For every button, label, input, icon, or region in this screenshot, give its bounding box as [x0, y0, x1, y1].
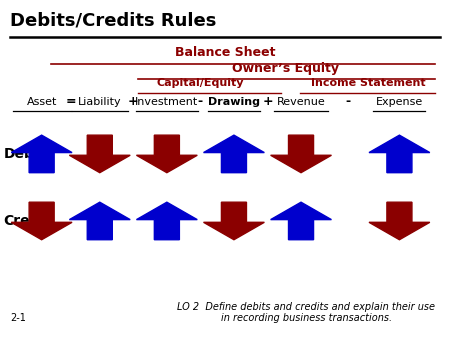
Text: Capital/Equity: Capital/Equity — [157, 78, 244, 88]
Text: Debits/Credits Rules: Debits/Credits Rules — [10, 11, 217, 29]
Text: Drawing: Drawing — [208, 97, 260, 107]
FancyArrow shape — [270, 135, 332, 173]
FancyArrow shape — [203, 135, 264, 173]
FancyArrow shape — [136, 135, 197, 173]
Text: Investment: Investment — [135, 97, 198, 107]
Text: =: = — [65, 95, 76, 108]
FancyArrow shape — [369, 202, 430, 240]
Text: -: - — [198, 95, 203, 108]
Text: Debit: Debit — [4, 147, 46, 161]
Text: +: + — [128, 95, 139, 108]
FancyArrow shape — [203, 202, 264, 240]
FancyArrow shape — [69, 202, 130, 240]
Text: Liability: Liability — [78, 97, 122, 107]
FancyArrow shape — [369, 135, 430, 173]
Text: Owner’s Equity: Owner’s Equity — [232, 62, 339, 75]
Text: Expense: Expense — [376, 97, 423, 107]
Text: Revenue: Revenue — [277, 97, 325, 107]
FancyArrow shape — [11, 202, 72, 240]
FancyArrow shape — [270, 202, 332, 240]
Text: Balance Sheet: Balance Sheet — [175, 46, 275, 59]
FancyArrow shape — [69, 135, 130, 173]
Text: 2-1: 2-1 — [10, 313, 26, 323]
Text: Asset: Asset — [27, 97, 57, 107]
Text: -: - — [346, 95, 351, 108]
FancyArrow shape — [136, 202, 197, 240]
Text: +: + — [262, 95, 273, 108]
Text: Income Statement: Income Statement — [311, 78, 425, 88]
Text: Credit: Credit — [4, 214, 51, 228]
FancyArrow shape — [11, 135, 72, 173]
Text: LO 2  Define debits and credits and explain their use
in recording business tran: LO 2 Define debits and credits and expla… — [177, 301, 435, 323]
